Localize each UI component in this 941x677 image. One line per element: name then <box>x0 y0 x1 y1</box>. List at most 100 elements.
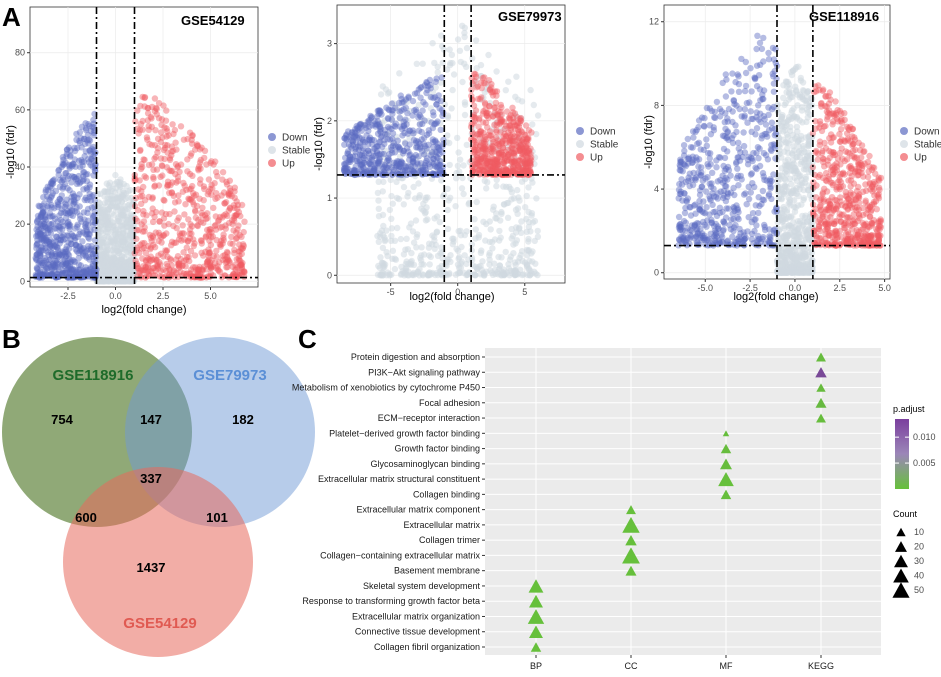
point-up <box>219 176 225 182</box>
point-stable <box>803 174 809 180</box>
point-up <box>182 263 188 269</box>
point-stable <box>125 188 131 194</box>
point-stable <box>500 270 506 276</box>
point-stable <box>99 240 105 246</box>
point-stable <box>493 183 499 189</box>
point-stable <box>792 256 798 262</box>
point-stable <box>497 217 503 223</box>
point-up <box>149 195 155 201</box>
point-up <box>160 233 166 239</box>
point-stable <box>405 272 411 278</box>
point-stable <box>414 231 420 237</box>
point-down <box>749 236 755 242</box>
point-stable <box>518 230 524 236</box>
point-stable <box>401 184 407 190</box>
point-up <box>197 176 203 182</box>
point-up <box>208 192 214 198</box>
point-stable <box>785 189 791 195</box>
point-down <box>738 56 744 62</box>
point-down <box>423 79 429 85</box>
point-stable <box>793 185 799 191</box>
point-down <box>84 197 90 203</box>
point-stable <box>786 214 792 220</box>
point-down <box>748 108 754 114</box>
point-stable <box>374 233 380 239</box>
point-down <box>48 267 54 273</box>
legend-label-down: Down <box>590 127 616 138</box>
point-down <box>756 194 762 200</box>
point-stable <box>426 245 432 251</box>
point-up <box>169 262 175 268</box>
point-up <box>163 211 169 217</box>
point-down <box>359 167 365 173</box>
point-down <box>59 271 65 277</box>
point-stable <box>532 238 538 244</box>
point-stable <box>459 79 465 85</box>
point-stable <box>526 224 532 230</box>
point-stable <box>455 149 461 155</box>
point-stable <box>456 254 462 260</box>
point-down <box>735 73 741 79</box>
point-down <box>415 144 421 150</box>
point-down <box>699 184 705 190</box>
point-down <box>400 99 406 105</box>
point-stable <box>523 216 529 222</box>
point-up <box>224 213 230 219</box>
point-stable <box>381 264 387 270</box>
point-down <box>402 140 408 146</box>
point-down <box>375 165 381 171</box>
point-stable <box>437 250 443 256</box>
point-up <box>148 114 154 120</box>
point-up <box>207 226 213 232</box>
point-down <box>73 131 79 137</box>
point-stable <box>780 137 786 143</box>
point-stable <box>797 218 803 224</box>
point-stable <box>525 209 531 215</box>
point-down <box>722 119 728 125</box>
point-stable <box>449 52 455 58</box>
point-stable <box>393 179 399 185</box>
point-down <box>66 187 72 193</box>
point-stable <box>408 250 414 256</box>
point-stable <box>469 55 475 61</box>
point-stable <box>512 262 518 268</box>
point-down <box>81 169 87 175</box>
point-stable <box>380 272 386 278</box>
point-stable <box>457 269 463 275</box>
point-up <box>523 122 529 128</box>
point-down <box>342 170 348 176</box>
point-down <box>386 125 392 131</box>
point-down <box>67 147 73 153</box>
point-stable <box>424 194 430 200</box>
point-down <box>369 157 375 163</box>
point-down <box>689 144 695 150</box>
point-up <box>171 268 177 274</box>
point-up <box>511 133 517 139</box>
point-down <box>377 107 383 113</box>
point-down <box>751 184 757 190</box>
point-stable <box>457 48 463 54</box>
point-up <box>154 166 160 172</box>
point-stable <box>427 261 433 267</box>
point-stable <box>376 206 382 212</box>
point-stable <box>400 268 406 274</box>
point-stable <box>127 278 133 284</box>
point-up <box>527 156 533 162</box>
point-stable <box>460 191 466 197</box>
point-down <box>421 141 427 147</box>
point-stable <box>453 246 459 252</box>
point-down <box>404 110 410 116</box>
point-stable <box>447 195 453 201</box>
point-stable <box>794 114 800 120</box>
point-stable <box>529 121 535 127</box>
point-up <box>174 217 180 223</box>
plot-title: GSE79973 <box>498 9 562 24</box>
point-stable <box>459 185 465 191</box>
point-up <box>198 210 204 216</box>
point-stable <box>487 218 493 224</box>
point-down <box>48 180 54 186</box>
point-stable <box>525 248 531 254</box>
point-up <box>154 106 160 112</box>
